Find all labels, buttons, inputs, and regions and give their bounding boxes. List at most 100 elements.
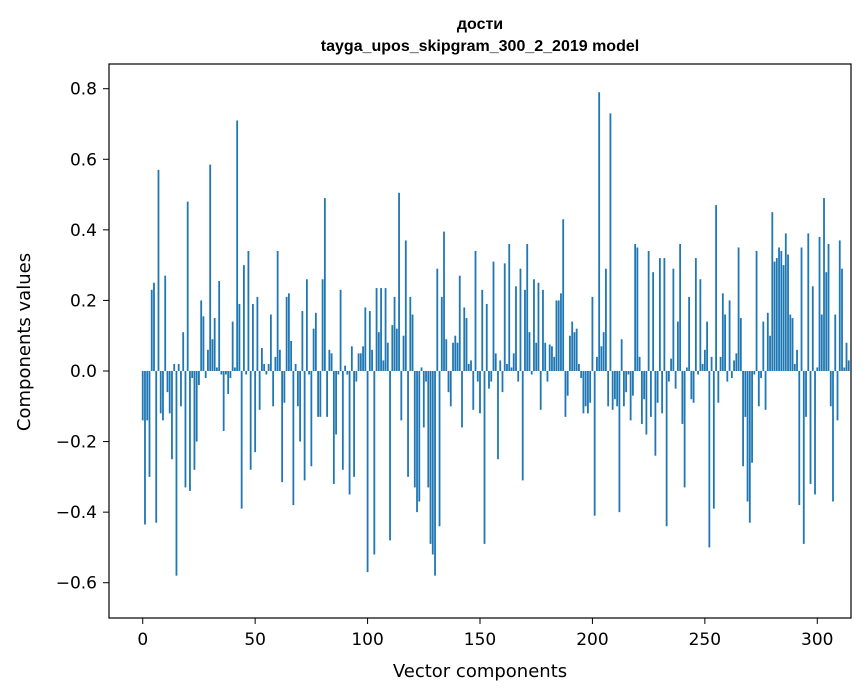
bar xyxy=(157,169,160,371)
bar xyxy=(609,113,612,371)
bar xyxy=(762,321,765,371)
bar xyxy=(816,367,819,371)
bar xyxy=(456,342,459,371)
bar xyxy=(278,349,281,371)
bar xyxy=(173,363,176,371)
x-tick-label: 0 xyxy=(137,630,148,650)
bar xyxy=(515,286,517,371)
bar xyxy=(600,346,603,371)
bar xyxy=(189,370,191,491)
bar xyxy=(661,370,664,414)
bar xyxy=(591,296,594,371)
bar xyxy=(380,288,382,371)
bar xyxy=(193,370,196,470)
bar xyxy=(730,370,733,379)
bar xyxy=(252,303,254,371)
bar xyxy=(721,293,724,371)
bar xyxy=(546,370,549,382)
bar xyxy=(229,370,232,379)
bar xyxy=(312,328,315,371)
bar xyxy=(366,370,369,573)
bar xyxy=(267,363,270,371)
bar xyxy=(404,240,407,371)
bar xyxy=(483,370,486,544)
bar xyxy=(645,370,648,435)
bar xyxy=(348,370,351,495)
bar xyxy=(764,370,767,410)
bar xyxy=(299,370,302,442)
bar xyxy=(692,370,695,403)
bar xyxy=(492,261,495,371)
bar xyxy=(584,370,587,407)
bar xyxy=(425,370,427,382)
bar xyxy=(476,370,479,382)
bar xyxy=(420,367,423,371)
bar xyxy=(834,314,837,371)
bar xyxy=(207,349,209,371)
bar xyxy=(769,335,771,371)
bar xyxy=(748,370,751,523)
bar xyxy=(733,360,735,371)
bar xyxy=(287,293,290,371)
bar xyxy=(535,342,538,371)
bar xyxy=(533,279,535,371)
bar xyxy=(400,370,403,421)
bar xyxy=(602,332,605,371)
bar xyxy=(530,370,533,375)
bar xyxy=(636,247,639,371)
bar xyxy=(177,363,180,371)
bar xyxy=(827,243,830,371)
bar xyxy=(575,328,578,371)
bar xyxy=(292,370,295,506)
bar xyxy=(589,370,592,403)
bar xyxy=(638,356,641,371)
bar xyxy=(377,332,380,371)
bar xyxy=(667,370,670,382)
bar xyxy=(422,370,425,428)
bar xyxy=(243,265,245,371)
bar xyxy=(431,370,434,555)
bar xyxy=(825,272,828,371)
bar xyxy=(832,370,834,502)
bar xyxy=(537,282,540,371)
bar xyxy=(393,296,396,371)
bar xyxy=(285,296,288,371)
bar xyxy=(186,201,189,371)
bar xyxy=(274,356,277,371)
y-tick-label: 0.6 xyxy=(70,150,97,170)
bar xyxy=(234,367,236,371)
bar xyxy=(238,303,241,371)
bar xyxy=(820,314,823,371)
bar xyxy=(373,370,376,555)
bar xyxy=(445,339,448,371)
bar xyxy=(773,261,776,371)
bar xyxy=(452,342,454,371)
bar xyxy=(805,370,807,417)
bar xyxy=(627,370,630,375)
bar xyxy=(737,247,740,371)
plot-frame xyxy=(108,63,852,619)
bar xyxy=(258,370,261,410)
bar xyxy=(643,370,646,400)
bar xyxy=(305,279,308,371)
bar xyxy=(427,370,430,488)
bar xyxy=(472,370,475,410)
bar xyxy=(159,370,162,414)
bar xyxy=(418,370,421,502)
bar xyxy=(593,370,596,516)
x-tick-label: 50 xyxy=(244,630,266,650)
bar xyxy=(715,205,717,371)
bar xyxy=(823,198,825,371)
bar xyxy=(411,314,414,371)
bar xyxy=(726,370,729,382)
bar xyxy=(355,370,358,382)
bar xyxy=(225,370,227,375)
bar xyxy=(582,370,585,414)
bar xyxy=(809,370,812,484)
y-tick-label: 0.4 xyxy=(70,221,97,241)
bar xyxy=(625,370,628,393)
bar xyxy=(220,370,223,375)
bar xyxy=(384,288,387,371)
bar xyxy=(843,367,846,371)
bar xyxy=(497,370,499,460)
